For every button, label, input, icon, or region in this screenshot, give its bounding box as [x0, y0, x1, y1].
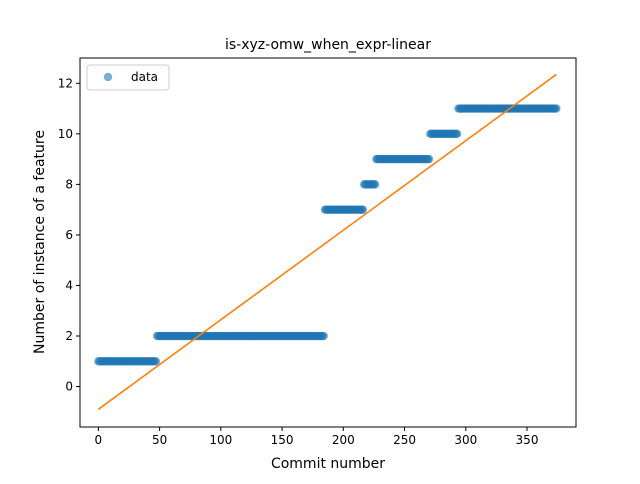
fit-line	[97, 73, 557, 410]
y-tick-label: 12	[58, 76, 73, 90]
legend-box	[86, 64, 170, 91]
y-tick-label: 4	[65, 278, 73, 292]
data-point	[552, 104, 561, 113]
x-tick-label: 200	[332, 433, 355, 447]
y-tick-label: 0	[65, 380, 73, 394]
x-tick-label: 300	[454, 433, 477, 447]
x-tick-label: 0	[95, 433, 103, 447]
x-tick-label: 100	[209, 433, 232, 447]
y-axis-label: Number of instance of a feature	[32, 130, 48, 354]
x-tick-label: 250	[393, 433, 416, 447]
y-tick-label: 2	[65, 329, 73, 343]
legend-label: data	[131, 70, 158, 84]
chart-title: is-xyz-omw_when_expr-linear	[225, 37, 431, 53]
y-tick-label: 6	[65, 228, 73, 242]
x-tick-label: 150	[271, 433, 294, 447]
data-point	[370, 180, 380, 189]
data-point	[151, 357, 161, 366]
legend-marker	[103, 72, 113, 82]
data-point	[453, 129, 462, 139]
y-tick-label: 10	[58, 127, 73, 141]
x-axis-label: Commit number	[271, 456, 385, 472]
axes-frame	[79, 57, 577, 428]
data-point	[358, 205, 368, 214]
data-point	[424, 154, 434, 164]
x-tick-label: 50	[152, 433, 167, 447]
x-tick-label: 350	[516, 433, 539, 447]
plot-area: 0 50 100 150 200 250 300 350 0 2 4 6 8 10 12 data	[58, 57, 577, 447]
y-tick-label: 8	[65, 177, 73, 191]
data-point	[319, 331, 328, 341]
